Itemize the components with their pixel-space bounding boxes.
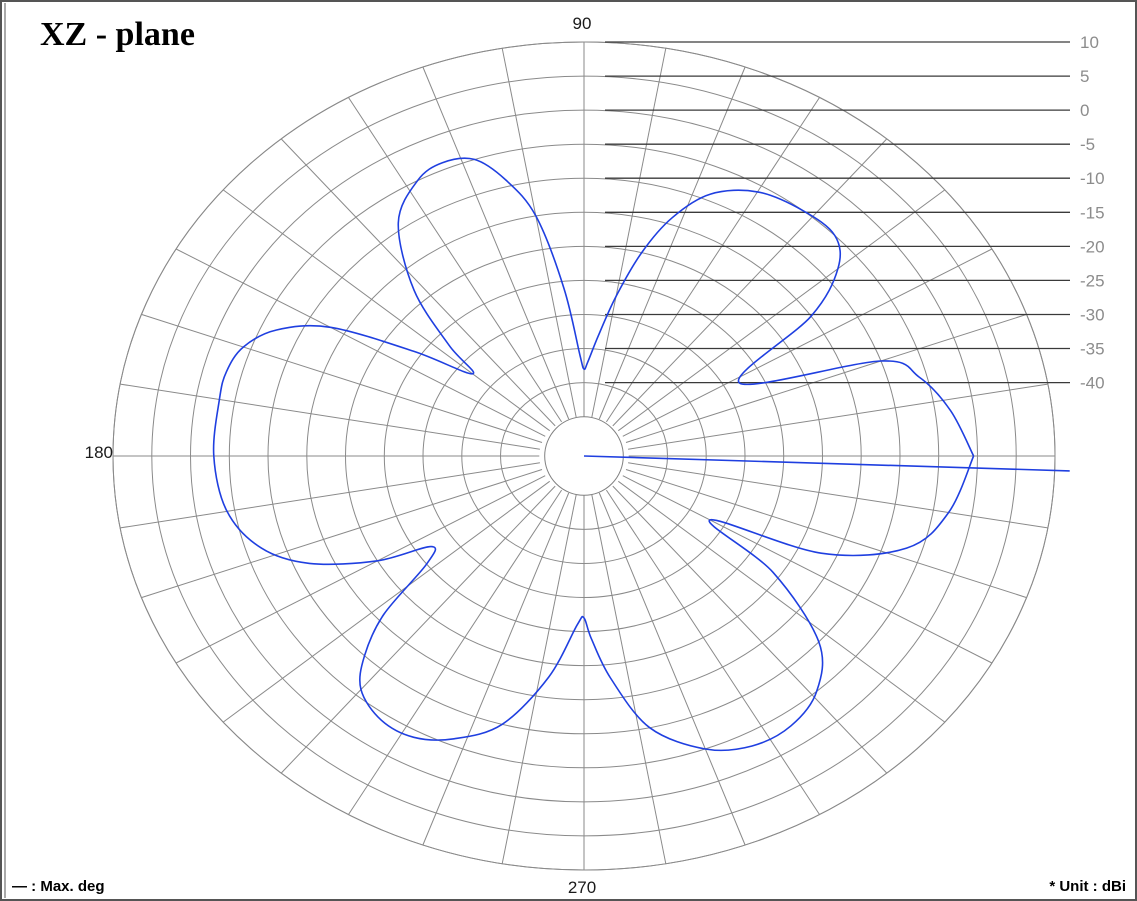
- radial-tick-labels: 10 5 0 -5 -10 -15 -20 -25 -30 -35 -40: [1080, 33, 1105, 393]
- grid-spoke: [625, 469, 1027, 599]
- grid-spoke: [501, 494, 577, 864]
- grid-spoke: [422, 66, 570, 420]
- grid-spoke: [175, 475, 546, 664]
- grid-spoke: [348, 489, 563, 815]
- max-direction-line: [583, 455, 1070, 472]
- grid-spoke: [175, 248, 546, 437]
- grid-spoke: [598, 492, 746, 846]
- grid-spoke: [605, 489, 820, 815]
- grid-spoke: [628, 462, 1048, 529]
- grid-spoke: [501, 48, 577, 418]
- radial-tick-label: -25: [1080, 271, 1105, 290]
- grid-spoke: [280, 485, 556, 774]
- unit-label: * Unit : dBi: [1049, 878, 1126, 895]
- legend-max-deg: — : Max. deg: [12, 878, 105, 895]
- radial-tick-label: -10: [1080, 169, 1105, 188]
- radial-tick-label: -15: [1080, 203, 1105, 222]
- grid-spoke: [120, 383, 540, 450]
- angle-label-90: 90: [573, 14, 592, 33]
- grid-spoke: [141, 469, 543, 599]
- grid-spoke: [141, 313, 543, 443]
- grid-spoke: [618, 480, 946, 723]
- grid-spoke: [622, 475, 993, 664]
- radial-tick-label: -40: [1080, 374, 1105, 393]
- radial-tick-label: -5: [1080, 135, 1095, 154]
- radial-tick-label: 0: [1080, 101, 1089, 120]
- radial-tick-label: 5: [1080, 67, 1089, 86]
- grid-spoke: [618, 189, 946, 432]
- angle-label-270: 270: [568, 878, 596, 897]
- grid-spoke: [422, 492, 570, 846]
- grid-spoke: [612, 485, 888, 774]
- radial-tick-label: -30: [1080, 306, 1105, 325]
- angle-label-180: 180: [85, 443, 113, 462]
- grid-spoke: [612, 138, 888, 427]
- grid-spoke: [222, 480, 550, 723]
- grid-spoke: [625, 313, 1027, 443]
- radial-tick-label: -35: [1080, 340, 1105, 359]
- radial-tick-label: -20: [1080, 237, 1105, 256]
- radial-scale-lines: [605, 41, 1070, 384]
- grid-spoke: [222, 189, 550, 432]
- grid-spoke: [598, 66, 746, 420]
- grid-spoke: [348, 97, 563, 423]
- angular-grid-spokes: [113, 42, 1055, 870]
- grid-spoke: [280, 138, 556, 427]
- grid-spoke: [628, 383, 1048, 450]
- grid-spoke: [591, 494, 667, 864]
- radial-tick-label: 10: [1080, 33, 1099, 52]
- grid-spoke: [120, 462, 540, 529]
- plot-title: XZ - plane: [40, 16, 195, 53]
- grid-spoke: [605, 97, 820, 423]
- radiation-pattern-line: [212, 157, 975, 752]
